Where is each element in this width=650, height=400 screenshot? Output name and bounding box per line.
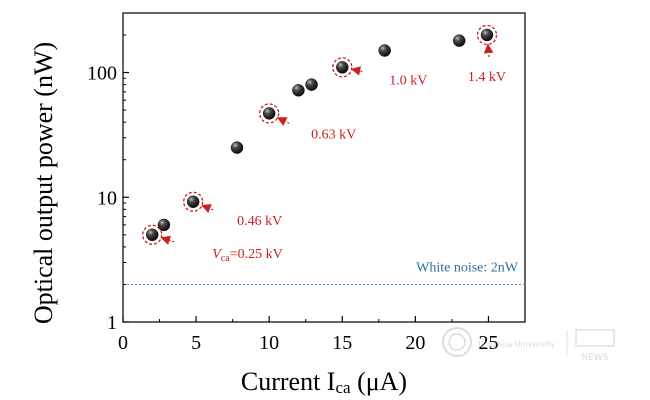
news-logo-icon <box>575 329 615 347</box>
voltage-subscript: ca <box>221 253 230 264</box>
data-point <box>336 61 349 74</box>
voltage-value: =0.25 kV <box>230 247 283 262</box>
y-axis-ticks: 1 10 100 <box>87 12 129 334</box>
watermark-left-text: Tsinghua University <box>476 340 555 349</box>
y-tick-label: 1 <box>107 312 117 334</box>
data-points <box>145 28 494 242</box>
voltage-label: Vca=0.25 kV <box>212 247 282 264</box>
plot-frame <box>122 12 526 323</box>
x-tick-label: 10 <box>259 332 279 354</box>
highlight-ring <box>142 224 163 245</box>
voltage-label: 1.0 kV <box>389 73 427 88</box>
y-tick-label: 10 <box>97 187 117 209</box>
x-axis-title: Current Ica (μA) <box>241 367 407 397</box>
data-point <box>262 107 276 120</box>
data-point <box>452 34 466 47</box>
tsinghua-news-watermark: Tsinghua University NEWS <box>442 327 615 363</box>
watermark-right-text: NEWS <box>581 353 608 363</box>
x-tick-label: 20 <box>405 332 425 354</box>
x-axis-title-main: Current I <box>241 367 336 396</box>
voltage-label: 0.63 kV <box>311 127 356 142</box>
annotation-arrow <box>160 235 175 245</box>
university-seal-inner-icon <box>448 333 466 351</box>
x-axis-ticks: 0 5 10 15 20 25 <box>118 316 498 354</box>
data-point <box>480 28 494 42</box>
x-tick-label: 5 <box>191 332 201 354</box>
data-point <box>145 228 159 242</box>
highlight-ring <box>183 191 204 212</box>
voltage-symbol: V <box>212 247 222 262</box>
university-seal-icon <box>442 327 472 357</box>
data-point <box>292 84 305 97</box>
data-point <box>305 78 318 91</box>
highlight-ring <box>476 24 498 46</box>
x-axis-title-sub: ca <box>335 378 351 397</box>
voltage-label: 1.4 kV <box>468 70 506 85</box>
data-point <box>230 141 244 154</box>
data-point <box>378 44 391 57</box>
white-noise-label: White noise: 2nW <box>416 260 519 275</box>
x-tick-label: 25 <box>478 332 498 354</box>
y-tick-label: 100 <box>87 63 117 85</box>
x-axis-title-unit: (μA) <box>351 367 408 396</box>
annotation-arrow <box>483 43 494 58</box>
annotation-arrow <box>276 117 290 126</box>
data-point <box>186 195 200 209</box>
data-point <box>157 218 171 232</box>
x-tick-label: 15 <box>332 332 352 354</box>
annotation-arrow <box>350 66 363 76</box>
annotation-arrow <box>201 204 214 213</box>
y-axis-title: Optical output power (nW) <box>29 42 58 324</box>
highlight-ring <box>259 103 280 124</box>
x-tick-label: 0 <box>118 332 128 354</box>
voltage-label: 0.46 kV <box>237 214 282 229</box>
voltage-annotations: Vca=0.25 kV 0.46 kV 0.63 kV 1.0 kV 1.4 kV <box>142 24 506 264</box>
